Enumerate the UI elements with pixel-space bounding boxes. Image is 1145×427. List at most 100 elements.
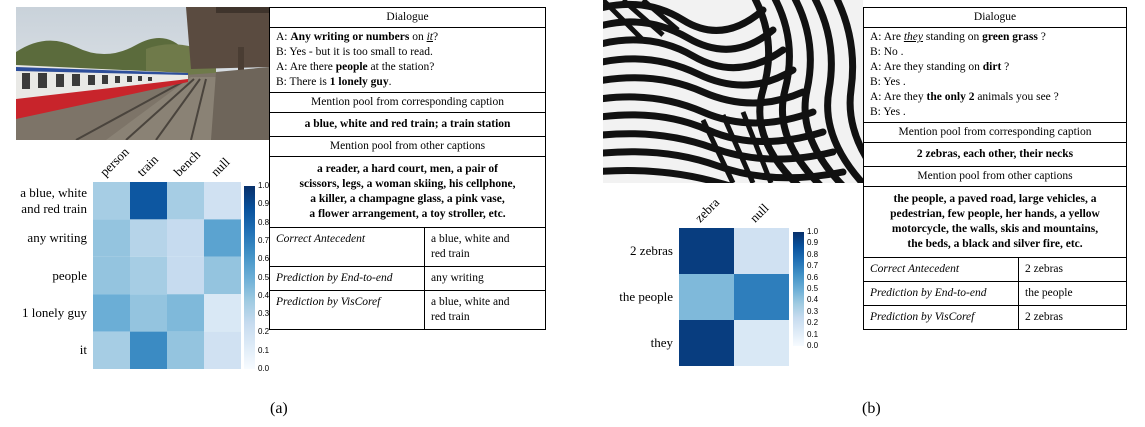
panel-a-heatmap: 1.0 0.9 0.8 0.7 0.6 0.5 0.4 0.3 0.2 0.1 0.0 a blue,… [0, 0, 300, 380]
dialogue-segment: on [409, 31, 427, 43]
colorbar-tick-label: 0.2 [807, 318, 819, 328]
dialogue-line: A: Are they the only 2 animals you see ? [870, 90, 1120, 105]
result-label: Prediction by End-to-end [269, 266, 425, 291]
heatmap-row-label: 2 zebras [630, 243, 673, 259]
heatmap-cell [167, 219, 204, 257]
dialogue-line: A: Any writing or numbers on it? [276, 30, 539, 45]
heatmap-svg [679, 228, 804, 366]
heatmap-cell [93, 182, 130, 220]
pool-other-line: pedestrian, few people, her hands, a yel… [890, 208, 1100, 220]
pool-other-line: a flower arrangement, a toy stroller, et… [309, 208, 506, 220]
colorbar [244, 186, 255, 369]
heatmap-cell [204, 182, 241, 220]
colorbar-tick-label: 0.9 [807, 238, 819, 248]
result-row: Prediction by VisCoref a blue, white and r… [269, 290, 546, 330]
subfigure-label-b: (b) [862, 400, 881, 417]
speaker: B: [870, 76, 881, 88]
dialogue-segment: animals you see ? [974, 91, 1059, 103]
colorbar-tick-label: 0.1 [258, 345, 270, 355]
speaker: A: [870, 91, 882, 103]
colorbar-tick-label: 0.2 [258, 327, 270, 337]
heatmap-row-label-line: the people [619, 289, 673, 304]
dialogue-segment: Yes . [880, 76, 906, 88]
heatmap-cell [130, 256, 167, 295]
result-row: Correct Antecedent 2 zebras [863, 257, 1127, 282]
heatmap-cell [167, 256, 204, 295]
heatmap-row-label-line: a blue, white [20, 184, 87, 200]
heatmap-cell [734, 274, 789, 320]
pool-other-line: motorcycle, the walls, skis and mountain… [891, 223, 1099, 235]
dialogue-segment: There is [286, 76, 330, 88]
dialogue-line: A: Are there people at the station? [276, 60, 539, 75]
result-value-line: any writing [431, 272, 484, 284]
dialogue-segment: Yes . [880, 106, 906, 118]
dialogue-line: B: Yes - but it is too small to read. [276, 45, 539, 60]
pool-other: the people, a paved road, large vehicles… [863, 186, 1127, 258]
result-label: Correct Antecedent [269, 227, 425, 267]
heatmap-row-label: the people [619, 289, 673, 305]
speaker: B: [276, 76, 287, 88]
mention: dirt [982, 61, 1002, 73]
speaker: B: [276, 46, 287, 58]
result-value-line: the people [1025, 287, 1073, 299]
zebras-photo [603, 0, 863, 183]
panel-a-table: Dialogue A: Any writing or numbers on it… [269, 7, 546, 330]
mention: 1 lonely guy [329, 76, 389, 88]
heatmap-row-label-line: any writing [27, 230, 87, 246]
dialogue-segment: Are there [287, 61, 336, 73]
result-label: Prediction by End-to-end [863, 281, 1019, 306]
heatmap-cell [93, 331, 130, 369]
colorbar-tick-label: 0.1 [807, 329, 819, 339]
colorbar-tick-label: 0.0 [807, 341, 819, 350]
heatmap-cell [679, 274, 734, 320]
colorbar-tick-label: 0.0 [258, 364, 270, 373]
dialogue-segment: Yes - but it is too small to read. [286, 46, 433, 58]
dialogue-segment: ? [432, 31, 439, 43]
heatmap-row-label-line: it [79, 342, 87, 358]
colorbar-tick-label: 0.7 [258, 235, 270, 245]
heatmap-cell [130, 331, 167, 369]
speaker: B: [870, 46, 881, 58]
heatmap-cell [130, 219, 167, 257]
pool-other-line: a reader, a hard court, men, a pair of [317, 163, 498, 175]
colorbar-tick-label: 0.6 [807, 272, 819, 282]
result-value: a blue, white and red train [424, 290, 546, 330]
dialogue-segment: No . [880, 46, 904, 58]
dialogue-line: B: Yes . [870, 105, 1120, 120]
heatmap-cell [130, 294, 167, 332]
colorbar-tick-label: 0.3 [807, 306, 819, 316]
dialogue-segment: ? [1001, 61, 1010, 73]
heatmap-cell [734, 228, 789, 274]
heatmap-cell [679, 320, 734, 366]
pool-other-line: scissors, legs, a woman skiing, his cell… [299, 178, 516, 190]
result-label: Prediction by VisCoref [863, 305, 1019, 330]
dialogue-segment: standing on [923, 31, 983, 43]
heatmap-cell [679, 228, 734, 274]
result-value-line: a blue, white and [431, 233, 510, 245]
mention: green grass [982, 31, 1038, 43]
pool-corresponding: 2 zebras, each other, their necks [863, 142, 1127, 167]
heatmap-row-label: they [651, 335, 673, 351]
speaker: A: [276, 61, 288, 73]
speaker: A: [870, 61, 882, 73]
colorbar-tick-label: 1.0 [258, 181, 270, 190]
train-station-photo [16, 7, 269, 140]
mention: the only 2 [926, 91, 975, 103]
heatmap-row-label: a blue, white and red train [20, 185, 87, 217]
dialogue-segment: ? [1037, 31, 1046, 43]
heatmap-cell [167, 331, 204, 369]
pool-corresponding-header: Mention pool from corresponding caption [863, 122, 1127, 143]
dialogue-segment: at the station? [367, 61, 435, 73]
pool-other-header: Mention pool from other captions [269, 136, 546, 157]
dialogue-text: A: Are they standing on green grass ? B: … [863, 27, 1127, 123]
dialogue-line: B: Yes . [870, 75, 1120, 90]
colorbar-tick-label: 0.4 [258, 290, 270, 300]
colorbar [793, 232, 804, 346]
heatmap-cell [204, 331, 241, 369]
mention: people [335, 61, 368, 73]
colorbar-tick-label: 0.6 [258, 254, 270, 264]
mention: Any writing [290, 31, 350, 43]
dialogue-segment: . [388, 76, 392, 88]
dialogue-line: A: Are they standing on green grass ? [870, 30, 1120, 45]
heatmap-row-label-line: people [52, 267, 87, 283]
